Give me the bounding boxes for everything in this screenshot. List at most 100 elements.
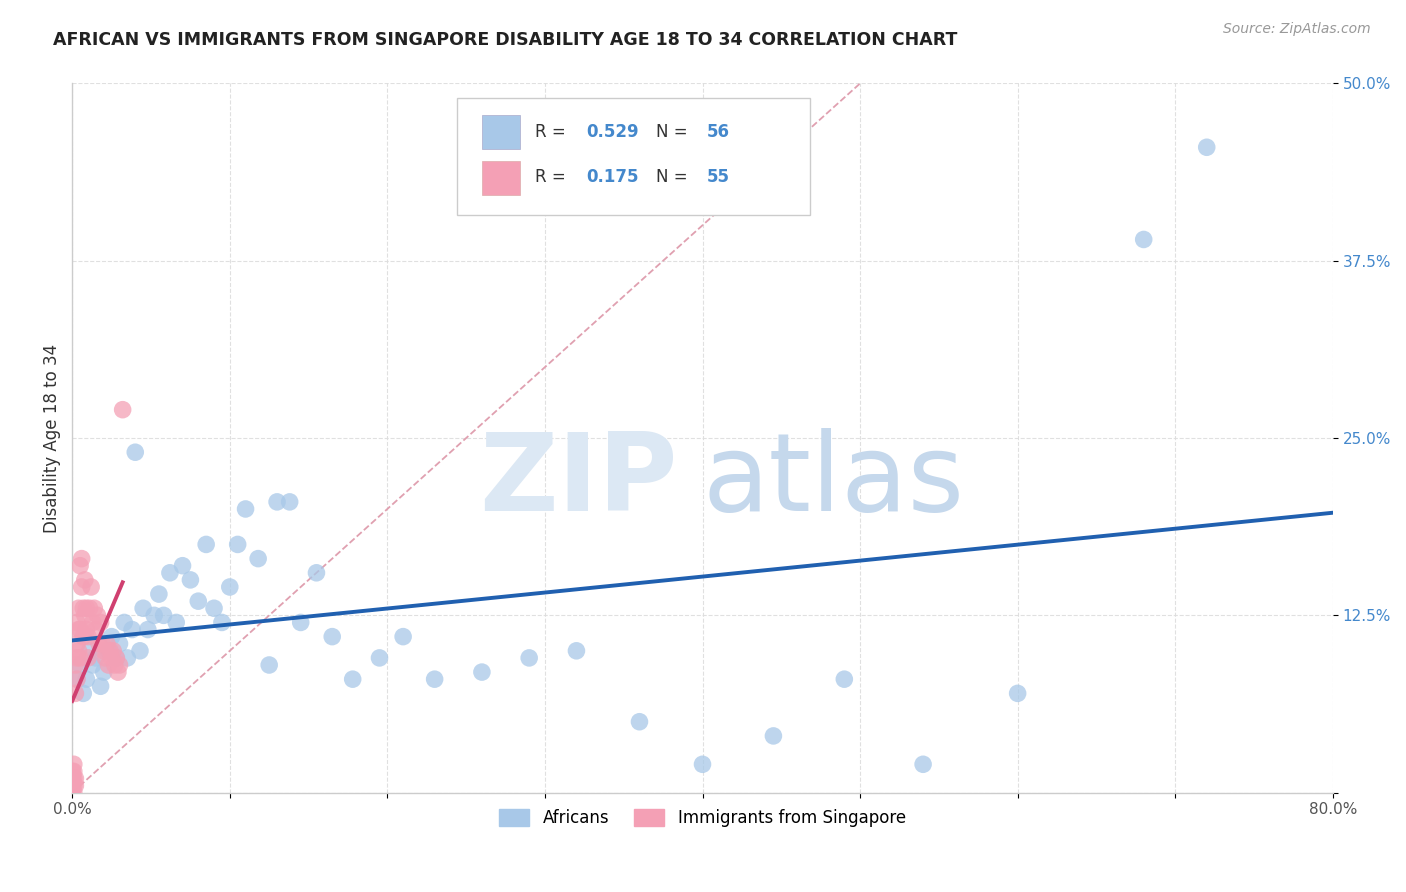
Immigrants from Singapore bbox=[86, 608, 108, 623]
Africans bbox=[1007, 686, 1029, 700]
Africans bbox=[423, 672, 446, 686]
Africans bbox=[235, 502, 257, 516]
Africans bbox=[834, 672, 856, 686]
Immigrants from Singapore bbox=[100, 651, 122, 665]
Immigrants from Singapore bbox=[104, 658, 127, 673]
Text: atlas: atlas bbox=[703, 427, 965, 533]
Africans bbox=[218, 580, 240, 594]
Africans bbox=[195, 537, 218, 551]
Africans bbox=[165, 615, 187, 630]
Africans bbox=[692, 757, 714, 772]
Text: 0.529: 0.529 bbox=[586, 123, 640, 141]
Africans bbox=[72, 686, 94, 700]
Immigrants from Singapore bbox=[60, 772, 83, 786]
Africans bbox=[159, 566, 181, 580]
Immigrants from Singapore bbox=[97, 658, 120, 673]
Immigrants from Singapore bbox=[75, 601, 97, 615]
Immigrants from Singapore bbox=[77, 651, 100, 665]
Immigrants from Singapore bbox=[82, 615, 104, 630]
Immigrants from Singapore bbox=[69, 558, 91, 573]
Immigrants from Singapore bbox=[77, 630, 100, 644]
Immigrants from Singapore bbox=[72, 630, 94, 644]
Immigrants from Singapore bbox=[69, 651, 91, 665]
Immigrants from Singapore bbox=[62, 786, 84, 800]
Immigrants from Singapore bbox=[91, 637, 114, 651]
Africans bbox=[148, 587, 170, 601]
Africans bbox=[136, 623, 159, 637]
Immigrants from Singapore bbox=[66, 615, 89, 630]
Africans bbox=[762, 729, 785, 743]
Africans bbox=[1195, 140, 1218, 154]
Immigrants from Singapore bbox=[84, 623, 107, 637]
Africans bbox=[517, 651, 540, 665]
FancyBboxPatch shape bbox=[457, 97, 810, 215]
Africans bbox=[321, 630, 343, 644]
Immigrants from Singapore bbox=[105, 651, 128, 665]
Africans bbox=[179, 573, 201, 587]
Text: 55: 55 bbox=[706, 168, 730, 186]
Immigrants from Singapore bbox=[107, 665, 129, 679]
Immigrants from Singapore bbox=[79, 601, 101, 615]
Immigrants from Singapore bbox=[98, 644, 121, 658]
Africans bbox=[172, 558, 194, 573]
Immigrants from Singapore bbox=[60, 779, 83, 793]
Immigrants from Singapore bbox=[94, 651, 117, 665]
Immigrants from Singapore bbox=[67, 601, 90, 615]
Immigrants from Singapore bbox=[69, 623, 91, 637]
Africans bbox=[124, 445, 146, 459]
Immigrants from Singapore bbox=[73, 608, 96, 623]
Bar bbox=[482, 115, 520, 149]
Africans bbox=[278, 495, 301, 509]
Africans bbox=[75, 672, 97, 686]
Immigrants from Singapore bbox=[65, 686, 87, 700]
Text: N =: N = bbox=[655, 168, 693, 186]
Text: R =: R = bbox=[534, 123, 571, 141]
Africans bbox=[471, 665, 494, 679]
Text: N =: N = bbox=[655, 123, 693, 141]
Africans bbox=[305, 566, 328, 580]
Africans bbox=[565, 644, 588, 658]
Immigrants from Singapore bbox=[111, 402, 134, 417]
Africans bbox=[1132, 232, 1154, 246]
Bar bbox=[482, 161, 520, 194]
Immigrants from Singapore bbox=[75, 623, 97, 637]
Africans bbox=[257, 658, 280, 673]
Immigrants from Singapore bbox=[87, 637, 110, 651]
Text: Source: ZipAtlas.com: Source: ZipAtlas.com bbox=[1223, 22, 1371, 37]
Africans bbox=[132, 601, 155, 615]
Immigrants from Singapore bbox=[93, 644, 115, 658]
Africans bbox=[187, 594, 209, 608]
Africans bbox=[93, 665, 115, 679]
Africans bbox=[143, 608, 166, 623]
Immigrants from Singapore bbox=[65, 779, 87, 793]
Legend: Africans, Immigrants from Singapore: Africans, Immigrants from Singapore bbox=[492, 803, 912, 834]
Text: R =: R = bbox=[534, 168, 571, 186]
Africans bbox=[82, 658, 104, 673]
Africans bbox=[628, 714, 651, 729]
Immigrants from Singapore bbox=[90, 615, 112, 630]
Immigrants from Singapore bbox=[83, 601, 105, 615]
Immigrants from Singapore bbox=[72, 601, 94, 615]
Immigrants from Singapore bbox=[62, 757, 84, 772]
Africans bbox=[392, 630, 415, 644]
Africans bbox=[97, 644, 120, 658]
Immigrants from Singapore bbox=[66, 651, 89, 665]
Africans bbox=[368, 651, 391, 665]
Text: AFRICAN VS IMMIGRANTS FROM SINGAPORE DISABILITY AGE 18 TO 34 CORRELATION CHART: AFRICAN VS IMMIGRANTS FROM SINGAPORE DIS… bbox=[53, 31, 957, 49]
Africans bbox=[100, 630, 122, 644]
Africans bbox=[112, 615, 135, 630]
Immigrants from Singapore bbox=[65, 658, 87, 673]
Africans bbox=[211, 615, 233, 630]
Africans bbox=[912, 757, 935, 772]
Immigrants from Singapore bbox=[60, 786, 83, 800]
Immigrants from Singapore bbox=[62, 764, 84, 779]
Africans bbox=[79, 644, 101, 658]
Africans bbox=[84, 651, 107, 665]
Immigrants from Singapore bbox=[62, 772, 84, 786]
Immigrants from Singapore bbox=[70, 551, 93, 566]
Immigrants from Singapore bbox=[67, 644, 90, 658]
Africans bbox=[121, 623, 143, 637]
Text: 0.175: 0.175 bbox=[586, 168, 640, 186]
Africans bbox=[105, 651, 128, 665]
Africans bbox=[342, 672, 364, 686]
